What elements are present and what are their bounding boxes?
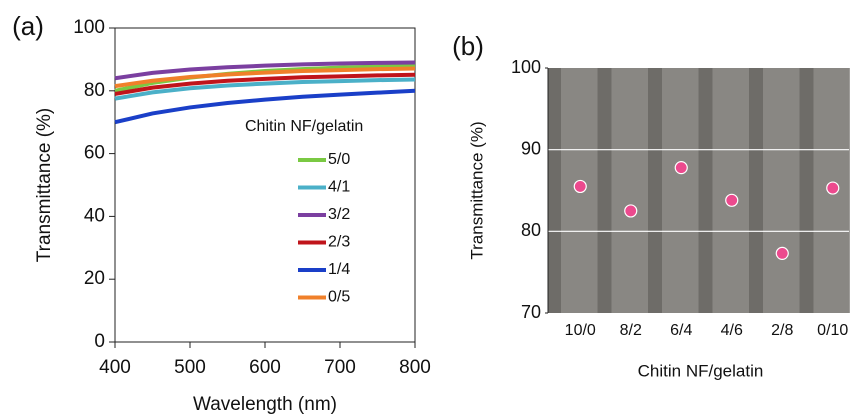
film-strip bbox=[611, 68, 648, 313]
x-tick-label: 10/0 bbox=[565, 322, 596, 339]
y-tick-label: 40 bbox=[84, 205, 105, 226]
x-tick-label: 700 bbox=[324, 357, 356, 378]
plot-frame bbox=[114, 27, 416, 343]
legend-label: 2/3 bbox=[328, 234, 350, 251]
series-line bbox=[114, 66, 416, 89]
legend-label: 3/2 bbox=[328, 206, 350, 223]
series-line bbox=[114, 88, 416, 125]
series-line bbox=[114, 77, 416, 101]
x-tick-label: 4/6 bbox=[721, 322, 743, 339]
x-tick-label: 400 bbox=[99, 357, 131, 378]
y-tick-label: 60 bbox=[84, 143, 105, 164]
y-tick-label: 70 bbox=[521, 302, 541, 322]
y-axis-label: Transmittance (%) bbox=[34, 108, 55, 263]
y-tick-label: 20 bbox=[84, 268, 105, 289]
y-tick-label: 90 bbox=[521, 138, 541, 158]
film-strip bbox=[712, 68, 749, 313]
y-tick-label: 80 bbox=[521, 220, 541, 240]
y-axis-label: Transmittance (%) bbox=[467, 121, 486, 259]
legend-title: Chitin NF/gelatin bbox=[245, 118, 363, 135]
x-axis-label: Chitin NF/gelatin bbox=[638, 361, 764, 380]
x-tick-label: 0/10 bbox=[817, 322, 848, 339]
data-point bbox=[775, 246, 789, 260]
x-tick-label: 800 bbox=[399, 357, 431, 378]
legend-label: 4/1 bbox=[328, 179, 350, 196]
data-point bbox=[674, 161, 688, 175]
series-line bbox=[114, 60, 416, 81]
x-tick-label: 6/4 bbox=[670, 322, 692, 339]
x-axis-label: Wavelength (nm) bbox=[193, 394, 337, 415]
legend-label: 0/5 bbox=[328, 289, 350, 306]
panel-label: (a) bbox=[12, 11, 44, 41]
data-point bbox=[725, 193, 739, 207]
x-tick-label: 2/8 bbox=[771, 322, 793, 339]
legend-label: 5/0 bbox=[328, 151, 350, 168]
film-strip bbox=[662, 68, 699, 313]
x-tick-label: 8/2 bbox=[620, 322, 642, 339]
panel-label: (b) bbox=[452, 31, 484, 61]
x-tick-label: 600 bbox=[249, 357, 281, 378]
y-tick-label: 100 bbox=[73, 17, 105, 38]
y-tick-label: 80 bbox=[84, 80, 105, 101]
y-tick-label: 0 bbox=[94, 331, 105, 352]
x-tick-label: 500 bbox=[174, 357, 206, 378]
data-point bbox=[826, 181, 840, 195]
film-strip bbox=[763, 68, 800, 313]
data-point bbox=[573, 179, 587, 194]
legend-label: 1/4 bbox=[328, 261, 350, 278]
series-line bbox=[114, 72, 416, 96]
y-tick-label: 100 bbox=[511, 57, 541, 77]
data-point bbox=[624, 204, 638, 218]
